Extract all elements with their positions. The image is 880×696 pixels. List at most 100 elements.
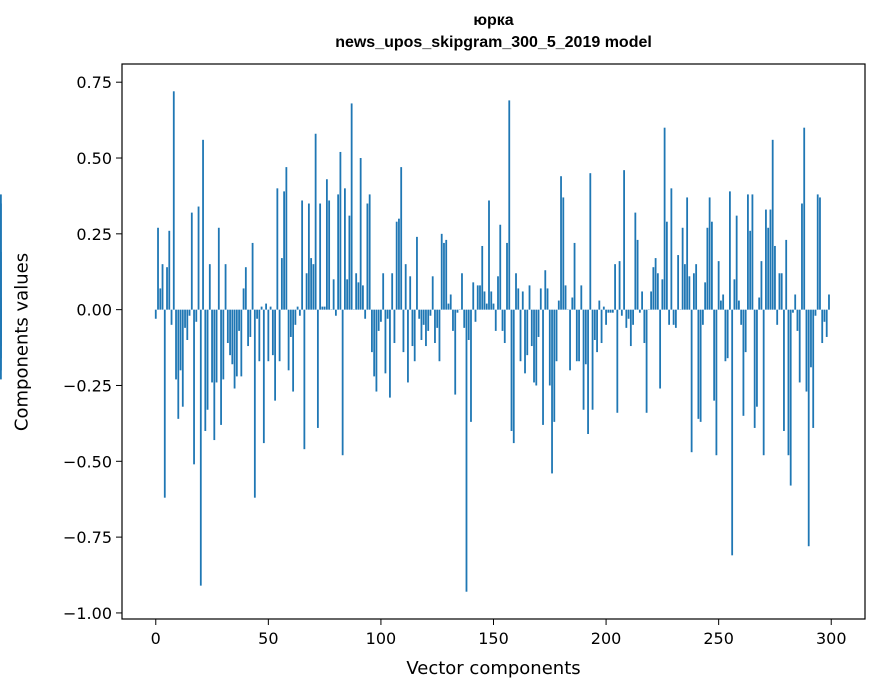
bar-undefined	[0, 306, 2, 310]
bar-166	[528, 285, 531, 310]
bar-71	[314, 133, 317, 310]
bar-125	[436, 309, 439, 328]
bar-248	[713, 309, 716, 401]
bar-49	[265, 303, 267, 310]
bar-172	[542, 309, 544, 425]
bar-250	[717, 261, 720, 310]
y-tick-label: −0.25	[63, 376, 112, 395]
bar-266	[753, 309, 756, 428]
bar-167	[530, 309, 533, 347]
bar-205	[616, 309, 619, 413]
bar-291	[810, 309, 812, 368]
x-tick-label: 50	[258, 629, 278, 648]
bar-161	[517, 288, 520, 310]
bar-209	[625, 309, 628, 328]
bar-63	[296, 306, 299, 310]
bar-98	[375, 309, 378, 392]
bar-151	[494, 309, 497, 331]
bar-150	[492, 303, 495, 310]
bar-1	[157, 227, 159, 310]
bar-295	[819, 197, 821, 310]
bar-292	[812, 309, 815, 428]
bar-217	[643, 309, 646, 344]
bar-142	[474, 309, 477, 322]
bar-82	[339, 151, 342, 310]
bar-254	[726, 309, 729, 359]
bar-102	[384, 309, 387, 374]
bar-134	[456, 309, 459, 313]
bar-4	[163, 309, 166, 498]
bar-72	[316, 309, 319, 428]
bar-262	[744, 309, 747, 353]
bar-59	[287, 309, 290, 371]
bar-251	[720, 300, 722, 310]
bar-231	[674, 309, 677, 328]
y-tick-label: −0.75	[63, 528, 112, 547]
bar-119	[422, 309, 425, 325]
bar-60	[289, 309, 292, 337]
bar-28	[217, 227, 220, 310]
bar-69	[310, 258, 313, 310]
bar-285	[796, 309, 799, 331]
bar-38	[240, 309, 243, 377]
bar-65	[301, 200, 304, 310]
x-axis-label: Vector components	[406, 658, 581, 679]
bar-237	[688, 276, 691, 310]
bar-279	[783, 309, 785, 431]
bar-103	[386, 309, 389, 319]
bar-41	[247, 309, 249, 347]
bar-7	[170, 309, 173, 325]
bar-37	[238, 309, 240, 331]
x-tick-label: 300	[816, 629, 847, 648]
bar-147	[485, 303, 488, 310]
bar-186	[573, 242, 576, 310]
bar-18	[195, 309, 198, 322]
bar-113	[409, 276, 412, 310]
bar-118	[420, 309, 423, 340]
bar-131	[449, 294, 452, 310]
bar-223	[656, 273, 659, 310]
bar-155	[503, 309, 506, 344]
chart-title: юрка	[473, 12, 514, 29]
bar-143	[476, 285, 479, 310]
bar-140	[470, 309, 472, 422]
bar-84	[344, 188, 346, 310]
bar-128	[443, 242, 445, 310]
bar-243	[701, 309, 704, 325]
bar-249	[715, 309, 718, 456]
bar-242	[699, 309, 702, 422]
bar-79	[332, 279, 335, 310]
chart-subtitle: news_upos_skipgram_300_5_2019 model	[335, 34, 652, 51]
bar-144	[479, 285, 481, 310]
bar-112	[407, 309, 409, 383]
bar-26	[213, 309, 216, 441]
bar-211	[629, 309, 632, 347]
bar-57	[283, 191, 286, 310]
bar-299	[828, 294, 830, 310]
bar-45	[256, 309, 258, 319]
bar-194	[591, 309, 594, 410]
bar-19	[197, 206, 200, 310]
bar-208	[623, 170, 625, 310]
bar-204	[614, 264, 616, 310]
bar-10	[177, 309, 180, 419]
bar-108	[398, 218, 400, 310]
bar-22	[204, 309, 207, 431]
bar-32	[226, 309, 229, 344]
bar-182	[564, 285, 567, 310]
bar-164	[524, 309, 526, 374]
bar-156	[506, 242, 508, 310]
bar-275	[774, 245, 776, 310]
x-axis-ticks: 0 50 100 150 200 250 300	[151, 619, 847, 648]
bar-97	[373, 309, 376, 377]
bar-5	[166, 267, 168, 310]
bar-259	[738, 300, 740, 310]
bar-61	[292, 309, 295, 392]
bar-286	[798, 309, 801, 383]
bar-92	[362, 285, 364, 310]
bar-197	[598, 300, 601, 310]
bar-8	[172, 91, 175, 310]
bar-203	[611, 309, 614, 313]
bar-246	[708, 197, 711, 310]
bar-104	[389, 309, 391, 398]
